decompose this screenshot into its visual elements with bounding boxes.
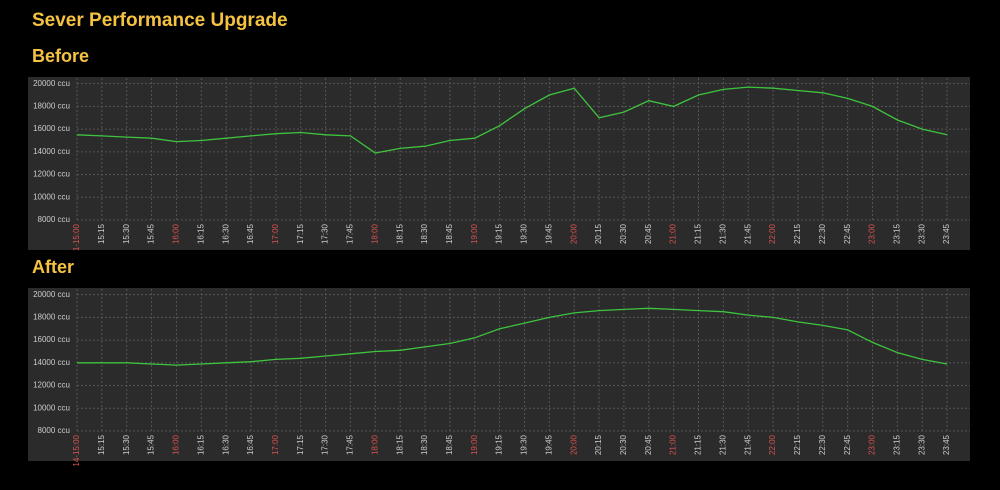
x-tick-label: 19:45 [544,434,553,455]
x-tick-label: 17:15 [296,434,305,455]
x-tick-label: 17:15 [296,223,305,244]
x-tick-label: 19:15 [495,434,504,455]
x-tick-label: 18:30 [420,434,429,455]
x-tick-label: 16:45 [246,434,255,455]
line-series [76,86,948,154]
x-tick-label: 21:30 [718,223,727,244]
x-tick-label: 23:45 [942,223,951,244]
line-series [77,307,948,366]
x-tick-label: 15:45 [147,434,156,455]
x-tick-label: 17:30 [321,434,330,455]
x-tick-label: 17:30 [321,223,330,244]
x-tick-label: 16:45 [246,223,255,244]
x-tick-label: 19:30 [520,434,529,455]
x-tick-label: 20:00 [569,223,578,244]
x-tick-label: 18:45 [445,434,454,455]
y-tick-label: 18000 ccu [33,102,70,111]
y-tick-label: 8000 ccu [38,426,70,435]
x-tick-label: 23:45 [942,434,951,455]
chart-title: After [32,257,74,277]
x-tick-label: 20:45 [644,223,653,244]
y-tick-label: 14000 ccu [33,358,70,367]
x-tick-label: 19:00 [470,434,479,455]
x-tick-label: 23:00 [868,434,877,455]
x-tick-label: 16:00 [172,223,181,244]
x-tick-label: 18:00 [370,434,379,455]
x-tick-label: 21:00 [669,434,678,455]
x-tick-label: 18:00 [370,223,379,244]
x-tick-label: 21:45 [743,434,752,455]
x-tick-label: 16:15 [196,223,205,244]
x-tick-label: 22:15 [793,434,802,455]
x-tick-label: 19:15 [495,223,504,244]
x-tick-label: 17:00 [271,223,280,244]
y-tick-label: 20000 ccu [33,290,70,299]
x-tick-label: 15:15 [97,434,106,455]
x-tick-label: 18:15 [395,223,404,244]
x-tick-label: 22:45 [843,434,852,455]
chart-title: Before [32,46,89,66]
x-tick-label: 20:45 [644,434,653,455]
y-tick-label: 14000 ccu [33,147,70,156]
x-tick-label: 19:00 [470,223,479,244]
x-tick-label: 15:30 [122,223,131,244]
x-tick-label: 17:45 [346,434,355,455]
x-tick-label: 23:15 [892,223,901,244]
x-tick-label: 22:45 [843,223,852,244]
x-tick-label: 23:15 [892,434,901,455]
y-tick-label: 18000 ccu [33,313,70,322]
x-tick-label: 21:00 [669,223,678,244]
y-tick-label: 16000 ccu [33,335,70,344]
x-tick-label: 22:30 [818,223,827,244]
x-tick-label: 16:00 [172,434,181,455]
y-tick-label: 12000 ccu [33,170,70,179]
x-tick-label: 15:15 [97,223,106,244]
x-tick-label: 16:15 [196,434,205,455]
y-tick-label: 12000 ccu [33,381,70,390]
x-tick-label: 19:30 [520,223,529,244]
x-tick-label: 18:15 [395,434,404,455]
x-tick-label: 21:30 [718,434,727,455]
x-tick-label: 21:15 [694,223,703,244]
chart-panel [28,77,970,250]
x-tick-label: 23:30 [917,434,926,455]
chart-panel [28,288,970,461]
x-tick-label: 20:30 [619,223,628,244]
y-tick-label: 16000 ccu [33,124,70,133]
x-tick-label: 15:30 [122,434,131,455]
x-tick-label: 1-15:00 [72,223,81,251]
y-tick-label: 10000 ccu [33,403,70,412]
x-tick-label: 16:30 [221,434,230,455]
x-tick-label: 17:45 [346,223,355,244]
x-tick-label: 16:30 [221,223,230,244]
page-title: Sever Performance Upgrade [32,10,288,31]
x-tick-label: 20:30 [619,434,628,455]
x-tick-label: 21:45 [743,223,752,244]
y-tick-label: 20000 ccu [33,79,70,88]
x-tick-label: 22:15 [793,223,802,244]
x-tick-label: 17:00 [271,434,280,455]
x-tick-label: 19:45 [544,223,553,244]
x-tick-label: 22:00 [768,434,777,455]
x-tick-label: 18:45 [445,223,454,244]
x-tick-label: 20:15 [594,223,603,244]
x-tick-label: 20:00 [569,434,578,455]
x-tick-label: 23:00 [868,223,877,244]
x-tick-label: 21:15 [694,434,703,455]
x-tick-label: 15:45 [147,223,156,244]
x-tick-label: 18:30 [420,223,429,244]
y-tick-label: 10000 ccu [33,192,70,201]
x-tick-label: 22:30 [818,434,827,455]
x-tick-label: 20:15 [594,434,603,455]
x-tick-label: 22:00 [768,223,777,244]
x-tick-label: 23:30 [917,223,926,244]
x-tick-label: 14-15:00 [72,434,81,466]
y-tick-label: 8000 ccu [38,215,70,224]
